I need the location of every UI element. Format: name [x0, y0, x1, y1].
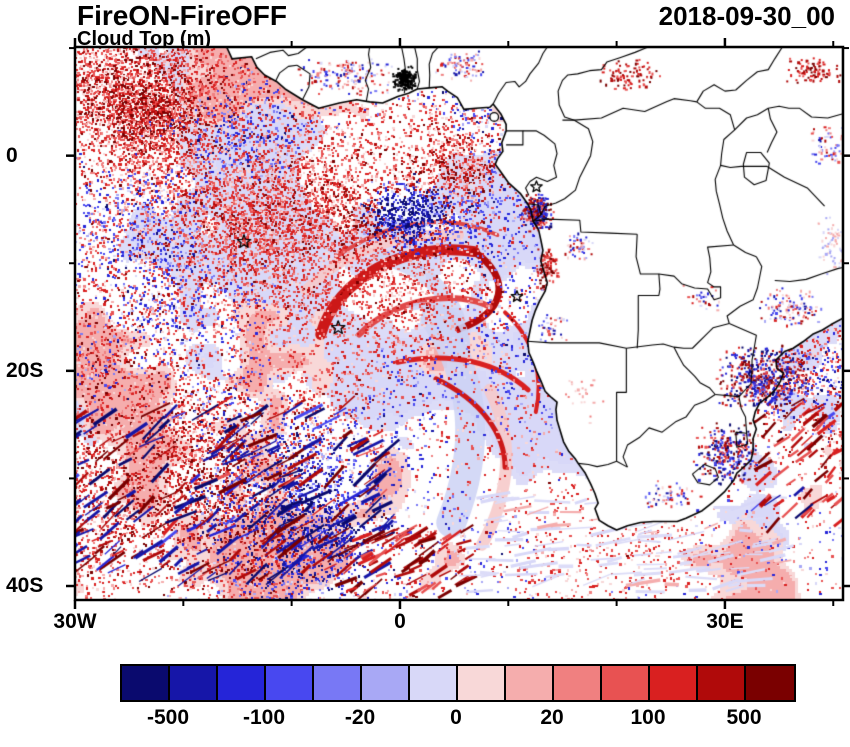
colorbar-tick-label: 20: [540, 706, 564, 729]
colorbar-box-10: [602, 666, 650, 700]
x-tick-label: 0: [394, 610, 406, 633]
colorbar-tick-label: 0: [450, 706, 462, 729]
colorbar-box-2: [218, 666, 266, 700]
colorbar-box-9: [554, 666, 602, 700]
colorbar-tick-label: 500: [726, 706, 762, 729]
y-tick-label: 0: [6, 143, 18, 167]
y-tick-label: 40S: [6, 574, 44, 597]
plot-subtitle: Cloud Top (m): [77, 28, 212, 50]
y-tick-label: 20S: [6, 358, 44, 382]
plot-title: FireON-FireOFF: [77, 0, 288, 31]
plot-timestamp: 2018-09-30_00: [658, 1, 835, 31]
colorbar-box-3: [266, 666, 314, 700]
x-tick-label: 30W: [53, 610, 97, 633]
colorbar-box-0: [122, 666, 170, 700]
colorbar-box-11: [650, 666, 698, 700]
colorbar-box-12: [698, 666, 746, 700]
colorbar-box-8: [506, 666, 554, 700]
colorbar-tick-label: -20: [344, 706, 376, 729]
colorbar-tick-label: -100: [242, 706, 286, 729]
colorbar-tick-label: 100: [630, 706, 666, 729]
colorbar-box-4: [314, 666, 362, 700]
colorbar-box-6: [410, 666, 458, 700]
x-tick-label: 30E: [706, 610, 744, 633]
colorbar-tick-label: -500: [146, 706, 190, 729]
colorbar-box-13: [746, 666, 794, 700]
map-canvas: [75, 47, 843, 600]
colorbar-box-1: [170, 666, 218, 700]
colorbar: [120, 664, 796, 702]
colorbar-box-5: [362, 666, 410, 700]
colorbar-box-7: [458, 666, 506, 700]
